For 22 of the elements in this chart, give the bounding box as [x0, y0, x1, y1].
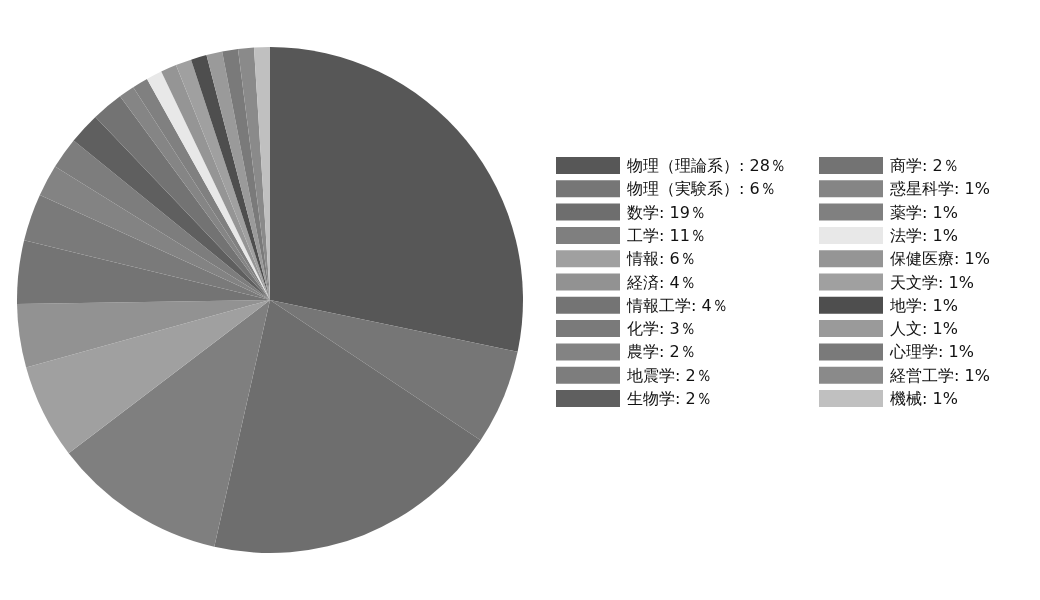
legend-label: 法学: 1% — [890, 225, 958, 245]
legend-label: 物理（理論系）: 28％ — [627, 156, 786, 175]
legend-label: 情報工学: 4％ — [626, 295, 728, 315]
legend-label: 数学: 19％ — [627, 202, 706, 222]
legend-label: 機械: 1% — [890, 389, 958, 408]
legend-label: 保健医療: 1% — [890, 249, 990, 269]
legend-label: 物理（実験系）: 6％ — [627, 179, 776, 199]
legend-label: 惑星科学: 1% — [889, 179, 990, 199]
legend-label: 商学: 2％ — [890, 156, 959, 175]
legend-label: 情報: 6％ — [626, 249, 696, 269]
legend-label: 天文学: 1% — [890, 272, 974, 292]
legend-label: 経営工学: 1% — [889, 365, 990, 385]
legend-label: 心理学: 1% — [889, 342, 974, 362]
legend-label: 地学: 1% — [889, 295, 958, 315]
legend-label: 化学: 3％ — [627, 319, 696, 339]
legend-label: 農学: 2％ — [627, 342, 696, 362]
legend-label: 工学: 11％ — [627, 225, 706, 245]
legend-label: 地震学: 2％ — [626, 365, 712, 385]
legend-label: 経済: 4％ — [626, 272, 696, 292]
legend-label: 人文: 1% — [890, 319, 958, 339]
legend-label: 生物学: 2％ — [627, 389, 712, 408]
legend-label: 薬学: 1% — [890, 202, 958, 222]
